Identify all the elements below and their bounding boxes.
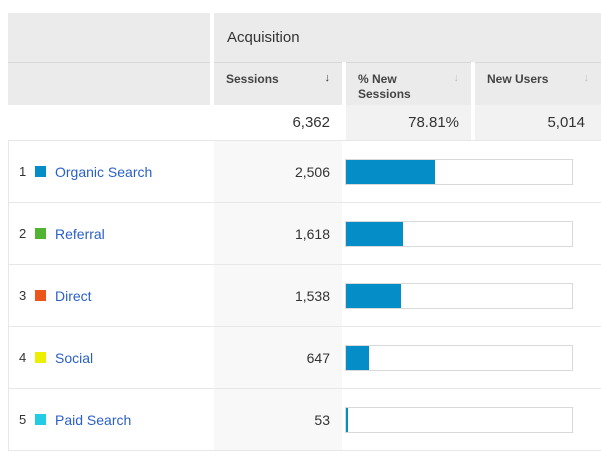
channel-cell: 5 Paid Search bbox=[9, 389, 210, 450]
column-header-new-users[interactable]: New Users ↓ bbox=[475, 62, 601, 105]
channel-color-swatch-icon bbox=[35, 228, 46, 239]
row-rank: 2 bbox=[19, 226, 27, 241]
table-header: Acquisition Sessions ↓ % New Sessions ↓ … bbox=[8, 13, 601, 140]
channel-link[interactable]: Paid Search bbox=[55, 411, 132, 428]
sessions-bar-fill bbox=[346, 407, 348, 432]
sessions-bar-track bbox=[345, 158, 573, 185]
channel-cell: 4 Social bbox=[9, 327, 210, 388]
channel-color-swatch-icon bbox=[35, 166, 46, 177]
sort-inactive-icon[interactable]: ↓ bbox=[453, 72, 460, 84]
column-gap bbox=[210, 141, 214, 202]
column-gap bbox=[210, 265, 214, 326]
summary-sessions-value: 6,362 bbox=[214, 105, 342, 140]
sessions-bar-cell bbox=[342, 327, 601, 388]
header-left-spacer bbox=[8, 13, 210, 62]
summary-pct-new-sessions-value: 78.81% bbox=[346, 105, 471, 140]
channel-color-swatch-icon bbox=[35, 352, 46, 363]
sort-desc-icon[interactable]: ↓ bbox=[324, 72, 331, 84]
row-rank: 3 bbox=[19, 288, 27, 303]
channel-cell: 2 Referral bbox=[9, 203, 210, 264]
channel-cell: 3 Direct bbox=[9, 265, 210, 326]
row-rank: 1 bbox=[19, 164, 27, 179]
new-users-column-label: New Users bbox=[487, 72, 549, 86]
table-row: 1 Organic Search 2,506 bbox=[9, 141, 601, 203]
summary-left-spacer bbox=[8, 105, 210, 140]
column-gap bbox=[210, 203, 214, 264]
column-gap bbox=[210, 389, 214, 450]
sessions-column-label: Sessions bbox=[226, 72, 279, 86]
channel-cell: 1 Organic Search bbox=[9, 141, 210, 202]
sessions-value: 647 bbox=[214, 327, 342, 388]
channel-link[interactable]: Direct bbox=[55, 287, 92, 304]
column-header-pct-new-sessions[interactable]: % New Sessions ↓ bbox=[346, 62, 471, 105]
table-row: 3 Direct 1,538 bbox=[9, 265, 601, 327]
sessions-bar-track bbox=[345, 220, 573, 247]
sessions-bar-cell bbox=[342, 265, 601, 326]
row-rank: 5 bbox=[19, 412, 27, 427]
channel-link[interactable]: Referral bbox=[55, 225, 105, 242]
column-header-sessions[interactable]: Sessions ↓ bbox=[214, 62, 342, 105]
channel-color-swatch-icon bbox=[35, 414, 46, 425]
table-row: 5 Paid Search 53 bbox=[9, 389, 601, 451]
sessions-bar-cell bbox=[342, 141, 601, 202]
table-row: 2 Referral 1,618 bbox=[9, 203, 601, 265]
channel-link[interactable]: Social bbox=[55, 349, 94, 366]
sessions-value: 2,506 bbox=[214, 141, 342, 202]
table-body: 1 Organic Search 2,506 2 Referral 1,618 … bbox=[8, 140, 601, 451]
acquisition-group-header: Acquisition bbox=[214, 13, 601, 62]
row-rank: 4 bbox=[19, 350, 27, 365]
sessions-bar-track bbox=[345, 406, 573, 433]
acquisition-group-header-label: Acquisition bbox=[227, 29, 300, 46]
sessions-bar-fill bbox=[346, 159, 436, 184]
summary-new-users-value: 5,014 bbox=[475, 105, 601, 140]
table-row: 4 Social 647 bbox=[9, 327, 601, 389]
sessions-bar-cell bbox=[342, 389, 601, 450]
pct-new-sessions-column-label: % New Sessions bbox=[358, 72, 411, 101]
sessions-bar-track bbox=[345, 344, 573, 371]
header-left-spacer-bottom bbox=[8, 62, 210, 105]
sort-inactive-icon[interactable]: ↓ bbox=[583, 72, 590, 84]
sessions-value: 1,618 bbox=[214, 203, 342, 264]
sessions-value: 53 bbox=[214, 389, 342, 450]
sessions-value: 1,538 bbox=[214, 265, 342, 326]
sessions-bar-cell bbox=[342, 203, 601, 264]
channel-link[interactable]: Organic Search bbox=[55, 163, 153, 180]
column-gap bbox=[210, 327, 214, 388]
sessions-bar-fill bbox=[346, 345, 370, 370]
sessions-bar-track bbox=[345, 282, 573, 309]
sessions-bar-fill bbox=[346, 283, 401, 308]
sessions-bar-fill bbox=[346, 221, 404, 246]
channel-color-swatch-icon bbox=[35, 290, 46, 301]
